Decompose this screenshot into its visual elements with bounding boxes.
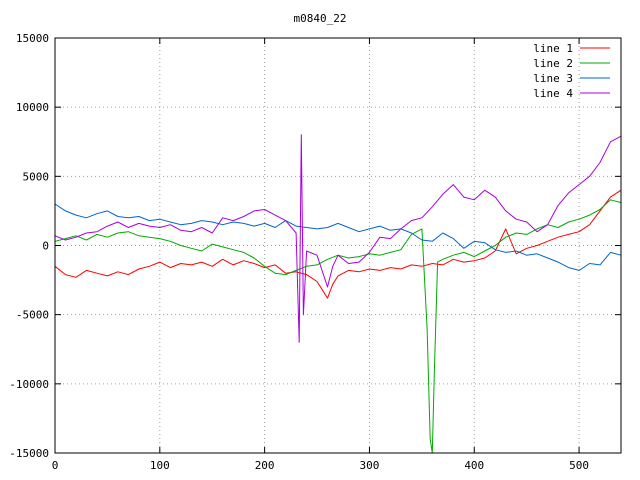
x-tick-label: 0	[52, 459, 59, 472]
y-tick-label: -5000	[16, 309, 49, 322]
axis-ticks: 0 100 200 300 400 500 -15000 -10000 -5000 0 5000 10…	[9, 32, 621, 472]
series-line-4	[54, 134, 622, 343]
chart-title: m0840_22	[294, 12, 347, 25]
y-tick-label: 15000	[16, 32, 49, 45]
series-line-2	[54, 199, 622, 454]
legend-label-2: line 2	[533, 57, 573, 70]
series-line-3	[54, 203, 622, 271]
x-tick-label: 400	[464, 459, 484, 472]
y-tick-label: 0	[42, 240, 49, 253]
series-lines	[54, 134, 622, 454]
y-tick-label: 10000	[16, 101, 49, 114]
legend-label-4: line 4	[533, 87, 573, 100]
legend: line 1 line 2 line 3 line 4	[533, 42, 610, 100]
x-tick-label: 500	[569, 459, 589, 472]
y-tick-label: -10000	[9, 378, 49, 391]
legend-label-3: line 3	[533, 72, 573, 85]
x-tick-label: 100	[150, 459, 170, 472]
x-tick-label: 200	[255, 459, 275, 472]
x-tick-label: 300	[360, 459, 380, 472]
legend-label-1: line 1	[533, 42, 573, 55]
y-tick-label: -15000	[9, 447, 49, 460]
y-tick-label: 5000	[23, 170, 50, 183]
series-line-1	[54, 189, 622, 299]
